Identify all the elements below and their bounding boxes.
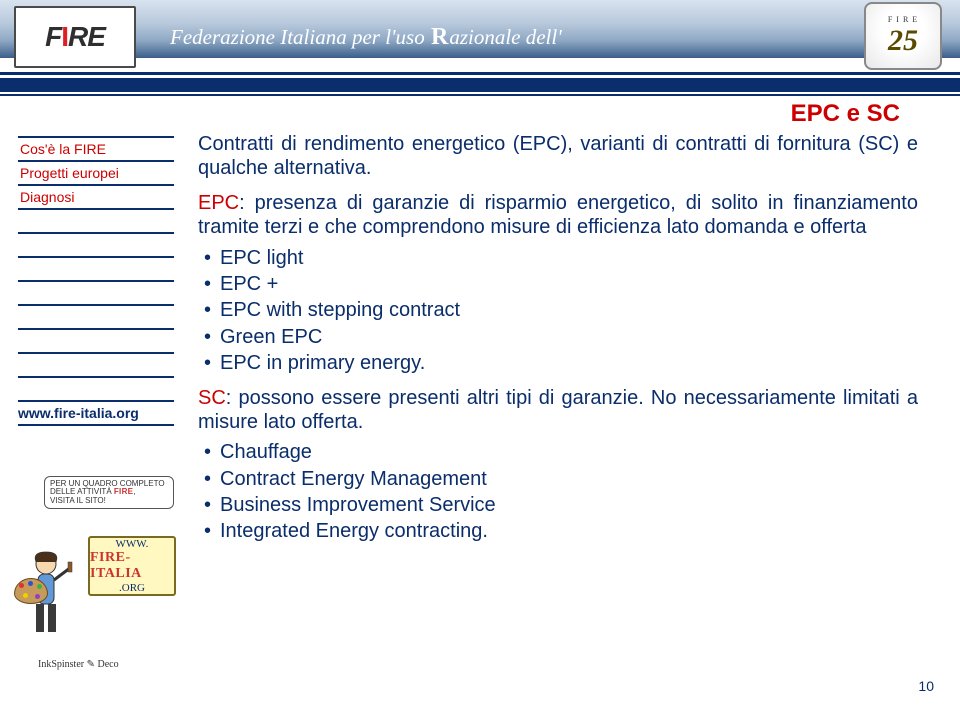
cartoon-signature: InkSpinster ✎ Deco	[38, 659, 119, 670]
painter-figure	[12, 550, 76, 640]
list-item: Contract Energy Management	[198, 467, 918, 491]
tagline-prefix: Federazione Italiana per l'uso	[170, 25, 430, 49]
sidebar: Cos'è la FIRE Progetti europei Diagnosi …	[18, 136, 174, 426]
page-number: 10	[918, 678, 934, 694]
epc-list: EPC light EPC + EPC with stepping contra…	[198, 246, 918, 376]
sidebar-item	[18, 280, 174, 306]
sidebar-item	[18, 352, 174, 378]
sidebar-item	[18, 208, 174, 234]
sidebar-item	[18, 304, 174, 330]
cartoon-illustration: PER UN QUADRO COMPLETO DELLE ATTIVITÀ FI…	[8, 470, 188, 670]
cartoon-signboard: WWW. FIRE-ITALIA .ORG	[88, 536, 176, 596]
speech-bubble: PER UN QUADRO COMPLETO DELLE ATTIVITÀ FI…	[44, 476, 174, 509]
bubble-line3: VISITA IL SITO!	[50, 496, 106, 505]
main-content: Contratti di rendimento energetico (EPC)…	[198, 132, 918, 554]
intro-paragraph: Contratti di rendimento energetico (EPC)…	[198, 132, 918, 181]
tagline-suffix: azionale dell'	[449, 25, 561, 49]
epc-paragraph: EPC: presenza di garanzie di risparmio e…	[198, 191, 918, 240]
epc-body: : presenza di garanzie di risparmio ener…	[198, 192, 918, 238]
sidebar-item	[18, 376, 174, 402]
sc-paragraph: SC: possono essere presenti altri tipi d…	[198, 386, 918, 435]
anniversary-badge: F I R E 25	[864, 2, 942, 70]
palette-icon	[14, 578, 48, 604]
board-line2: FIRE-ITALIA	[90, 550, 174, 582]
tagline-big-r: R	[431, 24, 448, 50]
fire-logo: FIRE	[14, 6, 136, 68]
list-item: EPC +	[198, 272, 918, 296]
sidebar-item	[18, 232, 174, 258]
list-item: EPC in primary energy.	[198, 351, 918, 375]
list-item: EPC with stepping contract	[198, 298, 918, 322]
sc-prefix: SC	[198, 387, 226, 409]
header-band: FIRE Federazione Italiana per l'uso Razi…	[0, 0, 960, 96]
list-item: EPC light	[198, 246, 918, 270]
badge-top-label: F I R E	[888, 15, 918, 24]
list-item: Business Improvement Service	[198, 493, 918, 517]
list-item: Chauffage	[198, 440, 918, 464]
sc-body: : possono essere presenti altri tipi di …	[198, 387, 918, 433]
sidebar-item	[18, 328, 174, 354]
bubble-brand: FIRE	[114, 487, 133, 496]
sc-list: Chauffage Contract Energy Management Bus…	[198, 440, 918, 544]
federation-tagline: Federazione Italiana per l'uso Razionale…	[170, 24, 562, 51]
sidebar-item	[18, 256, 174, 282]
list-item: Green EPC	[198, 325, 918, 349]
sidebar-url: www.fire-italia.org	[18, 400, 174, 426]
epc-prefix: EPC	[198, 192, 239, 214]
sidebar-item: Progetti europei	[18, 160, 174, 186]
board-line3: .ORG	[119, 582, 145, 594]
board-line1: WWW.	[116, 538, 149, 550]
sidebar-item: Diagnosi	[18, 184, 174, 210]
header-rule	[0, 78, 960, 92]
sidebar-item: Cos'è la FIRE	[18, 136, 174, 162]
slide-section-title: EPC e SC	[791, 100, 900, 128]
badge-number: 25	[888, 24, 918, 58]
list-item: Integrated Energy contracting.	[198, 519, 918, 543]
